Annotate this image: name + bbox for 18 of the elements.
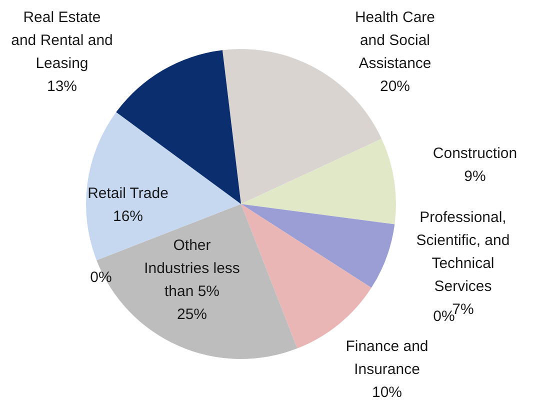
pie-slice <box>86 112 241 260</box>
slice-label: Professional, Scientific, and Technical Services <box>416 209 510 295</box>
data-label: 13% <box>46 78 78 95</box>
text: 0% <box>90 269 112 286</box>
text: 0% <box>433 308 455 325</box>
slice-label: Real Estate and Rental and Leasing <box>11 9 113 72</box>
pie-slice <box>241 204 395 288</box>
slice-label: Health Care and Social Assistance <box>354 9 436 72</box>
slice-label: Finance and Insurance <box>346 338 428 378</box>
slice-label: Other Industries less than 5% <box>144 237 240 300</box>
data-label: 10% <box>372 384 402 401</box>
data-label: 20% <box>380 78 410 95</box>
data-label: 9% <box>464 168 486 185</box>
pie-slice <box>241 138 396 224</box>
slice-label: Retail Trade <box>88 185 168 202</box>
data-label: 25% <box>176 306 208 323</box>
slice-label: Construction <box>432 145 518 162</box>
data-label: 16% <box>112 208 144 225</box>
